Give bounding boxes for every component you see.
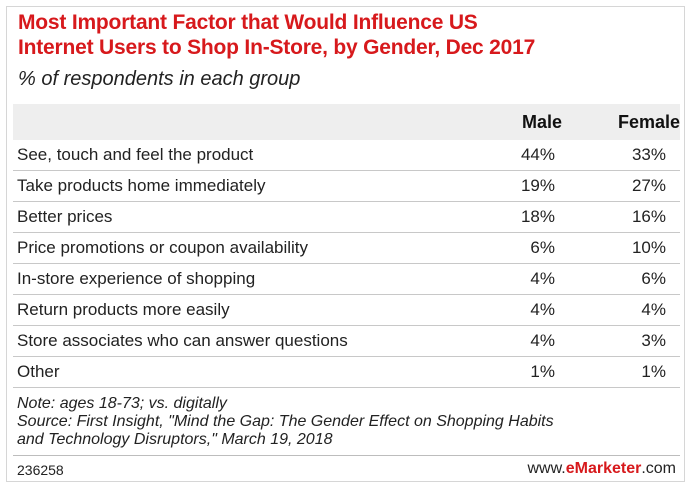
table-row: See, touch and feel the product 44% 33% (13, 140, 680, 171)
row-label: See, touch and feel the product (17, 145, 254, 164)
male-value: 19% (520, 176, 555, 195)
note-text: Note: ages 18-73; vs. digitally (17, 395, 227, 412)
chart-id: 236258 (17, 462, 64, 478)
brand-mark: eMarketer (565, 460, 642, 477)
chart-notes: Note: ages 18-73; vs. digitally Source: … (17, 395, 677, 449)
row-label: Price promotions or coupon availability (17, 238, 309, 257)
female-value: 33% (631, 145, 666, 164)
table-body: See, touch and feel the product 44% 33% Tak… (13, 140, 680, 388)
female-value: 16% (631, 207, 666, 226)
column-header-female: Female (617, 112, 680, 132)
male-value: 18% (520, 207, 555, 226)
female-value: 4% (641, 300, 666, 319)
male-value: 6% (530, 238, 555, 257)
male-value: 44% (520, 145, 555, 164)
male-value: 4% (530, 300, 555, 319)
table-header: Male Female (13, 104, 680, 140)
table-row: Store associates who can answer question… (13, 326, 680, 357)
female-value: 27% (631, 176, 666, 195)
table-row: Return products more easily 4% 4% (13, 295, 680, 326)
table-row: Price promotions or coupon availability 6… (13, 233, 680, 264)
brand-prefix: www. (527, 460, 566, 477)
table-row: Take products home immediately 19% 27% (13, 171, 680, 202)
source-text-line-2: and Technology Disruptors," March 19, 20… (17, 431, 333, 448)
row-label: Better prices (17, 207, 113, 226)
chart-title: Most Important Factor that Would Influen… (18, 10, 678, 60)
female-value: 10% (631, 238, 666, 257)
female-value: 6% (641, 269, 666, 288)
column-header-male: Male (521, 112, 562, 132)
chart-title-line-1: Most Important Factor that Would Influen… (18, 11, 478, 34)
table-row: In-store experience of shopping 4% 6% (13, 264, 680, 295)
female-value: 1% (641, 362, 666, 381)
footer-divider (13, 455, 680, 456)
row-label: Store associates who can answer question… (17, 331, 348, 350)
table-row: Better prices 18% 16% (13, 202, 680, 233)
brand-link[interactable]: www.eMarketer.com (527, 460, 676, 478)
row-label: In-store experience of shopping (17, 269, 256, 288)
table-row: Other 1% 1% (13, 357, 680, 388)
row-label: Return products more easily (17, 300, 230, 319)
chart-container: Most Important Factor that Would Influen… (6, 6, 685, 482)
row-label: Take products home immediately (17, 176, 266, 195)
source-text-line-1: Source: First Insight, "Mind the Gap: Th… (17, 413, 554, 430)
male-value: 1% (530, 362, 555, 381)
row-label: Other (17, 362, 60, 381)
brand-suffix: .com (641, 460, 676, 477)
male-value: 4% (530, 269, 555, 288)
male-value: 4% (530, 331, 555, 350)
data-table: Male Female See, touch and feel the prod… (13, 104, 680, 388)
chart-title-line-2: Internet Users to Shop In-Store, by Gend… (18, 36, 536, 59)
chart-subtitle: % of respondents in each group (18, 68, 301, 90)
female-value: 3% (641, 331, 666, 350)
